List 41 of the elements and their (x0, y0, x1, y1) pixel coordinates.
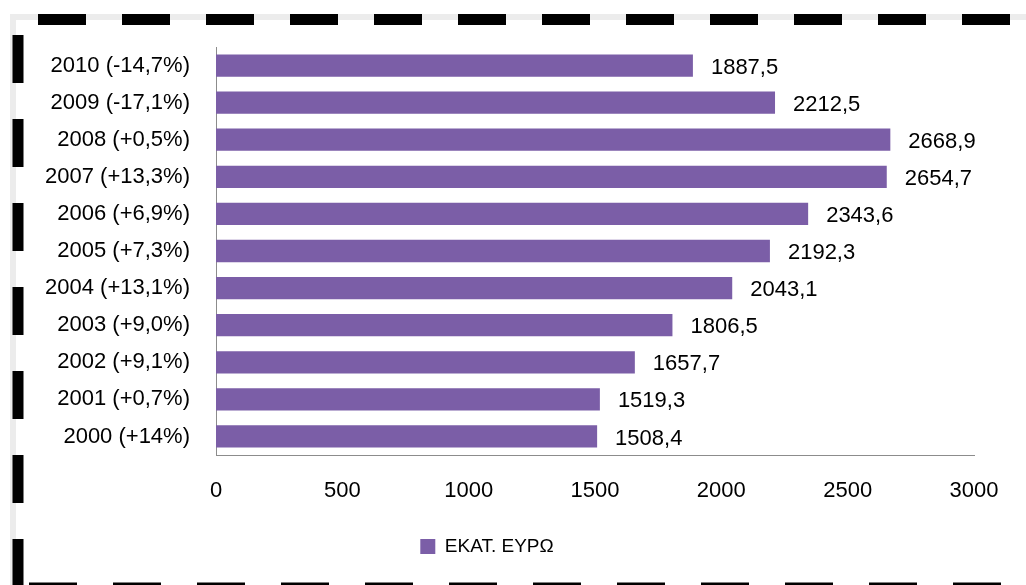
y-tick-label: 2009 (-17,1%) (50, 88, 190, 114)
y-tick-label: 2004 (+13,1%) (45, 274, 190, 300)
bar (216, 54, 693, 77)
data-label: 2192,3 (787, 239, 856, 265)
y-tick-label: 2002 (+9,1%) (57, 348, 190, 374)
data-label: 2043,1 (750, 276, 818, 302)
legend-label: ΕΚΑΤ. ΕΥΡΩ (444, 534, 554, 556)
bar (216, 351, 635, 374)
bar (216, 128, 891, 151)
x-tick-label: 3000 (949, 477, 999, 503)
y-tick-label: 2003 (+9,0%) (57, 311, 190, 337)
y-tick-label: 2008 (+0,5%) (57, 125, 190, 151)
y-tick-label: 2005 (+7,3%) (57, 237, 190, 263)
data-label: 1806,5 (690, 313, 758, 339)
y-tick-label: 2000 (+14%) (63, 422, 190, 448)
data-label: 2212,5 (793, 90, 861, 116)
data-label: 1657,7 (652, 350, 721, 376)
y-tick-label: 2001 (+0,7%) (57, 385, 190, 411)
y-tick-label: 2007 (+13,3%) (45, 162, 190, 188)
data-label: 2343,6 (826, 201, 894, 227)
bar (216, 91, 776, 114)
bar (216, 202, 809, 226)
x-tick-label: 2500 (823, 477, 873, 503)
bar (216, 425, 598, 448)
bar (216, 165, 887, 188)
data-label: 2654,7 (904, 164, 973, 190)
data-label: 1887,5 (710, 53, 779, 79)
bar (216, 239, 770, 263)
data-label: 1508,4 (615, 424, 683, 450)
y-tick-label: 2010 (-14,7%) (50, 51, 190, 77)
x-tick-label: 500 (323, 477, 361, 503)
data-label: 1519,3 (617, 387, 686, 413)
x-tick-label: 0 (209, 477, 223, 503)
x-tick-label: 1000 (444, 477, 494, 503)
bar (216, 314, 673, 337)
bar (216, 276, 733, 300)
bar (216, 388, 600, 411)
data-label: 2668,9 (908, 127, 976, 153)
x-tick-label: 2000 (696, 477, 746, 503)
x-tick-label: 1500 (570, 477, 620, 503)
y-tick-label: 2006 (+6,9%) (57, 199, 190, 225)
